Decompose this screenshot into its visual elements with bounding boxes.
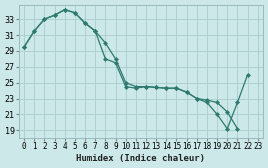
X-axis label: Humidex (Indice chaleur): Humidex (Indice chaleur): [76, 154, 206, 163]
